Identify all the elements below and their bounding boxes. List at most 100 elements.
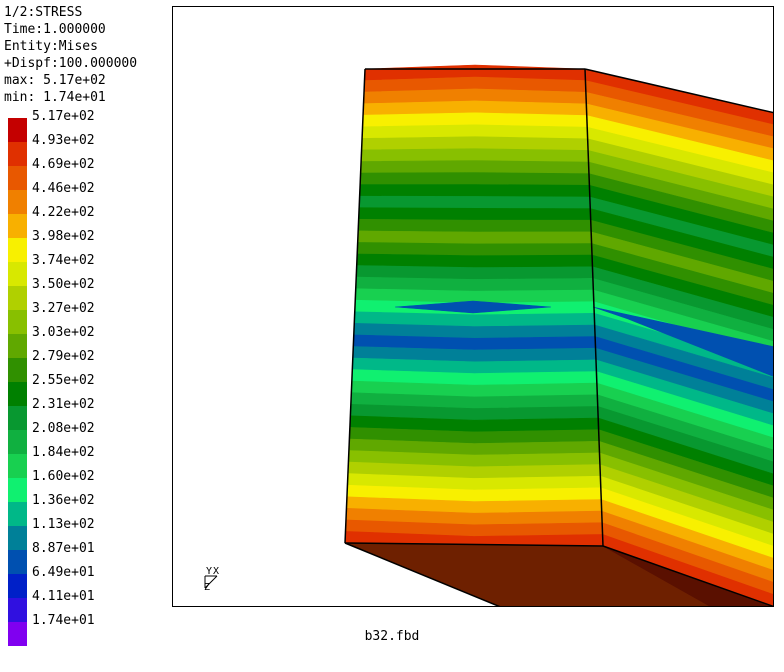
legend-swatch <box>8 214 27 238</box>
legend-label: 4.69e+02 <box>32 157 95 172</box>
legend-label: 2.08e+02 <box>32 421 95 436</box>
legend-entry: 4.69e+02 <box>8 157 168 190</box>
contour-band <box>355 276 594 292</box>
front-face-contour <box>344 64 604 549</box>
legend-label: 4.11e+01 <box>32 589 95 604</box>
model-edges <box>344 68 773 606</box>
legend-entry: 3.74e+02 <box>8 253 168 286</box>
model-viewport[interactable]: X Y Z <box>172 6 774 607</box>
contour-band <box>357 230 592 245</box>
contour-band <box>359 184 591 198</box>
model-edge <box>584 68 604 547</box>
legend-entry: 4.46e+02 <box>8 181 168 214</box>
legend-entry: 3.27e+02 <box>8 301 168 334</box>
contour-band <box>359 172 590 186</box>
legend-label: 2.55e+02 <box>32 373 95 388</box>
legend-swatch <box>8 550 27 574</box>
info-line: 1/2:STRESS <box>4 5 83 20</box>
contour-band <box>358 207 592 221</box>
legend-swatch <box>8 238 27 262</box>
legend-swatch <box>8 598 27 622</box>
info-line: Time:1.000000 <box>4 22 106 37</box>
model-edge <box>602 545 773 606</box>
legend-entry: 4.22e+02 <box>8 205 168 238</box>
axis-x-label: X <box>213 566 219 577</box>
model-edge <box>344 542 604 547</box>
stress-min-region <box>394 300 552 314</box>
legend-entry: 1.36e+02 <box>8 493 168 526</box>
legend-entry: 6.49e+01 <box>8 565 168 598</box>
stress-min-region <box>592 306 773 377</box>
legend-label: 1.84e+02 <box>32 445 95 460</box>
legend-entry: 1.13e+02 <box>8 517 168 550</box>
legend-label: 3.50e+02 <box>32 277 95 292</box>
model-edge <box>344 68 366 544</box>
legend-label: 2.79e+02 <box>32 349 95 364</box>
legend-entry: 4.11e+01 <box>8 589 168 622</box>
legend-swatch <box>8 310 27 334</box>
legend-label: 6.49e+01 <box>32 565 95 580</box>
contour-band <box>356 253 593 268</box>
contour-band <box>356 242 593 257</box>
legend-label: 4.46e+02 <box>32 181 95 196</box>
legend-entry: 1.74e+01 <box>8 613 168 646</box>
legend-swatch <box>8 190 27 214</box>
legend-swatch <box>8 334 27 358</box>
legend-label: 1.13e+02 <box>32 517 95 532</box>
legend-swatch <box>8 406 27 430</box>
legend-swatch <box>8 118 27 142</box>
model-edge <box>584 68 773 114</box>
contour-band <box>358 195 591 209</box>
legend-swatch <box>8 502 27 526</box>
legend-swatch <box>8 142 27 166</box>
legend-entry: 1.60e+02 <box>8 469 168 502</box>
fe-model-render[interactable]: X Y Z <box>173 7 774 607</box>
axis-z-label: Z <box>204 582 210 593</box>
legend-swatch <box>8 286 27 310</box>
legend-entry: 3.03e+02 <box>8 325 168 358</box>
legend-swatch <box>8 166 27 190</box>
legend-swatch <box>8 574 27 598</box>
legend-entry: 5.17e+02 <box>8 109 168 142</box>
legend-entry: 1.84e+02 <box>8 445 168 478</box>
legend-label: 2.31e+02 <box>32 397 95 412</box>
legend-label: 3.03e+02 <box>32 325 95 340</box>
legend-entry: 2.08e+02 <box>8 421 168 454</box>
legend-label: 4.22e+02 <box>32 205 95 220</box>
contour-band <box>361 136 589 151</box>
contour-band <box>357 218 592 233</box>
file-name: b32.fbd <box>364 629 420 644</box>
side-face-contour <box>584 68 773 606</box>
contour-band <box>360 148 589 163</box>
legend-entry: 2.31e+02 <box>8 397 168 430</box>
legend-entry: 3.50e+02 <box>8 277 168 310</box>
legend-label: 3.98e+02 <box>32 229 95 244</box>
info-line: +Dispf:100.000000 <box>4 56 138 71</box>
model-edge <box>344 542 501 606</box>
axis-triad-icon: X Y Z <box>204 566 219 593</box>
legend-swatch <box>8 622 27 646</box>
info-line: min: 1.74e+01 <box>4 90 106 105</box>
legend-entry: 4.93e+02 <box>8 133 168 166</box>
legend-entry: 3.98e+02 <box>8 229 168 262</box>
legend-label: 3.27e+02 <box>32 301 95 316</box>
legend-swatch <box>8 430 27 454</box>
contour-band <box>360 160 590 175</box>
legend-entry: 8.87e+01 <box>8 541 168 574</box>
legend-swatch <box>8 526 27 550</box>
legend-label: 1.74e+01 <box>32 613 95 628</box>
legend-label: 8.87e+01 <box>32 541 95 556</box>
legend-swatch <box>8 358 27 382</box>
contour-band <box>355 265 594 280</box>
axis-y-label: Y <box>206 566 212 577</box>
legend-swatch <box>8 382 27 406</box>
legend-label: 5.17e+02 <box>32 109 95 124</box>
legend-label: 1.36e+02 <box>32 493 95 508</box>
legend-label: 1.60e+02 <box>32 469 95 484</box>
legend-label: 4.93e+02 <box>32 133 95 148</box>
legend-swatch <box>8 262 27 286</box>
result-info-panel: 1/2:STRESS Time:1.000000 Entity:Mises +Disp… <box>4 4 137 106</box>
legend-swatch <box>8 478 27 502</box>
info-line: max: 5.17e+02 <box>4 73 106 88</box>
legend-swatch <box>8 454 27 478</box>
